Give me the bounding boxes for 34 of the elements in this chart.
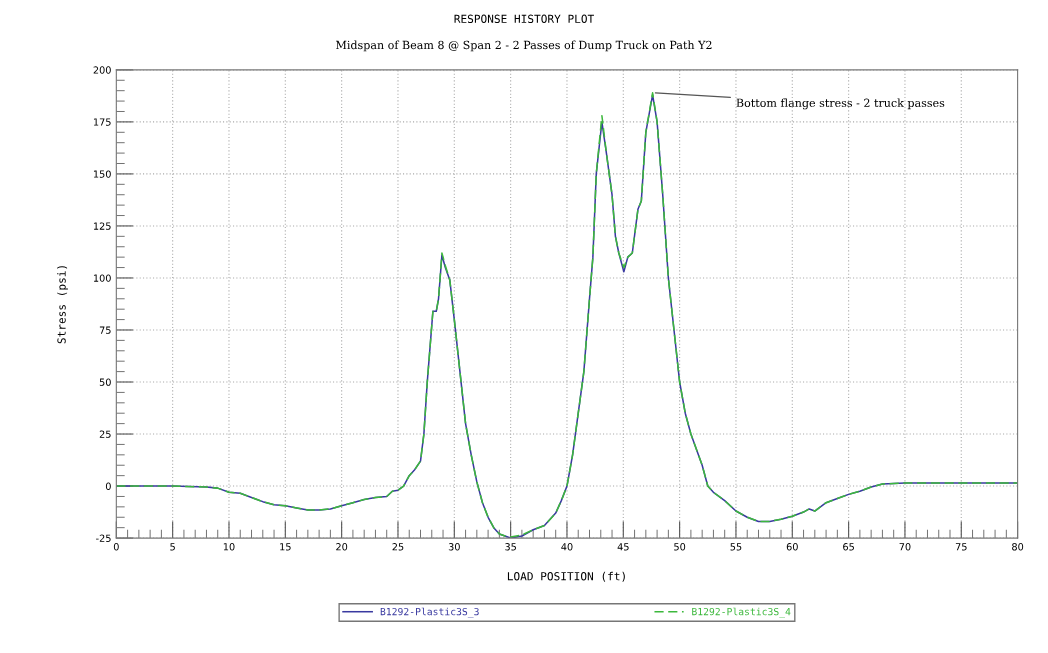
y-tick-label: 50 [99, 378, 111, 386]
y-tick-label: 200 [93, 66, 111, 74]
x-tick-label: 35 [505, 543, 516, 551]
x-tick-label: 50 [674, 543, 686, 551]
legend-label: B1292-Plastic3S_4 [692, 607, 791, 618]
x-axis-title: LOAD POSITION (ft) [507, 571, 625, 582]
x-tick-label: 30 [448, 543, 460, 551]
x-tick-label: 5 [170, 543, 175, 551]
x-tick-label: 45 [617, 543, 629, 551]
x-tick-label: 80 [1012, 543, 1024, 551]
y-tick-label: 125 [93, 222, 111, 230]
x-tick-label: 10 [223, 543, 235, 551]
y-tick-label: -25 [96, 534, 111, 542]
y-tick-label: 150 [93, 170, 111, 178]
x-tick-label: 25 [392, 543, 404, 551]
x-tick-label: 75 [955, 543, 967, 551]
x-tick-label: 55 [730, 543, 742, 551]
legend-label: B1292-Plastic3S_3 [380, 607, 479, 618]
y-axis-title: Stress (psi) [57, 266, 68, 344]
x-tick-label: 40 [561, 543, 573, 551]
chart-subtitle: Midspan of Beam 8 @ Span 2 - 2 Passes of Dump Truck on Path Y2 [336, 40, 712, 52]
x-tick-label: 60 [786, 543, 798, 551]
y-tick-label: 175 [93, 118, 111, 126]
x-tick-label: 20 [336, 543, 348, 551]
y-tick-label: 75 [99, 326, 111, 334]
x-tick-label: 70 [899, 543, 911, 551]
y-tick-label: 0 [105, 482, 111, 490]
x-tick-label: 0 [113, 543, 119, 551]
annotation: Bottom flange stress - 2 truck passes [736, 98, 945, 110]
chart-title: RESPONSE HISTORY PLOT [454, 14, 594, 24]
x-tick-label: 15 [280, 543, 291, 551]
x-tick-label: 65 [843, 543, 854, 551]
y-tick-label: 25 [99, 430, 111, 438]
y-tick-label: 100 [93, 274, 111, 282]
